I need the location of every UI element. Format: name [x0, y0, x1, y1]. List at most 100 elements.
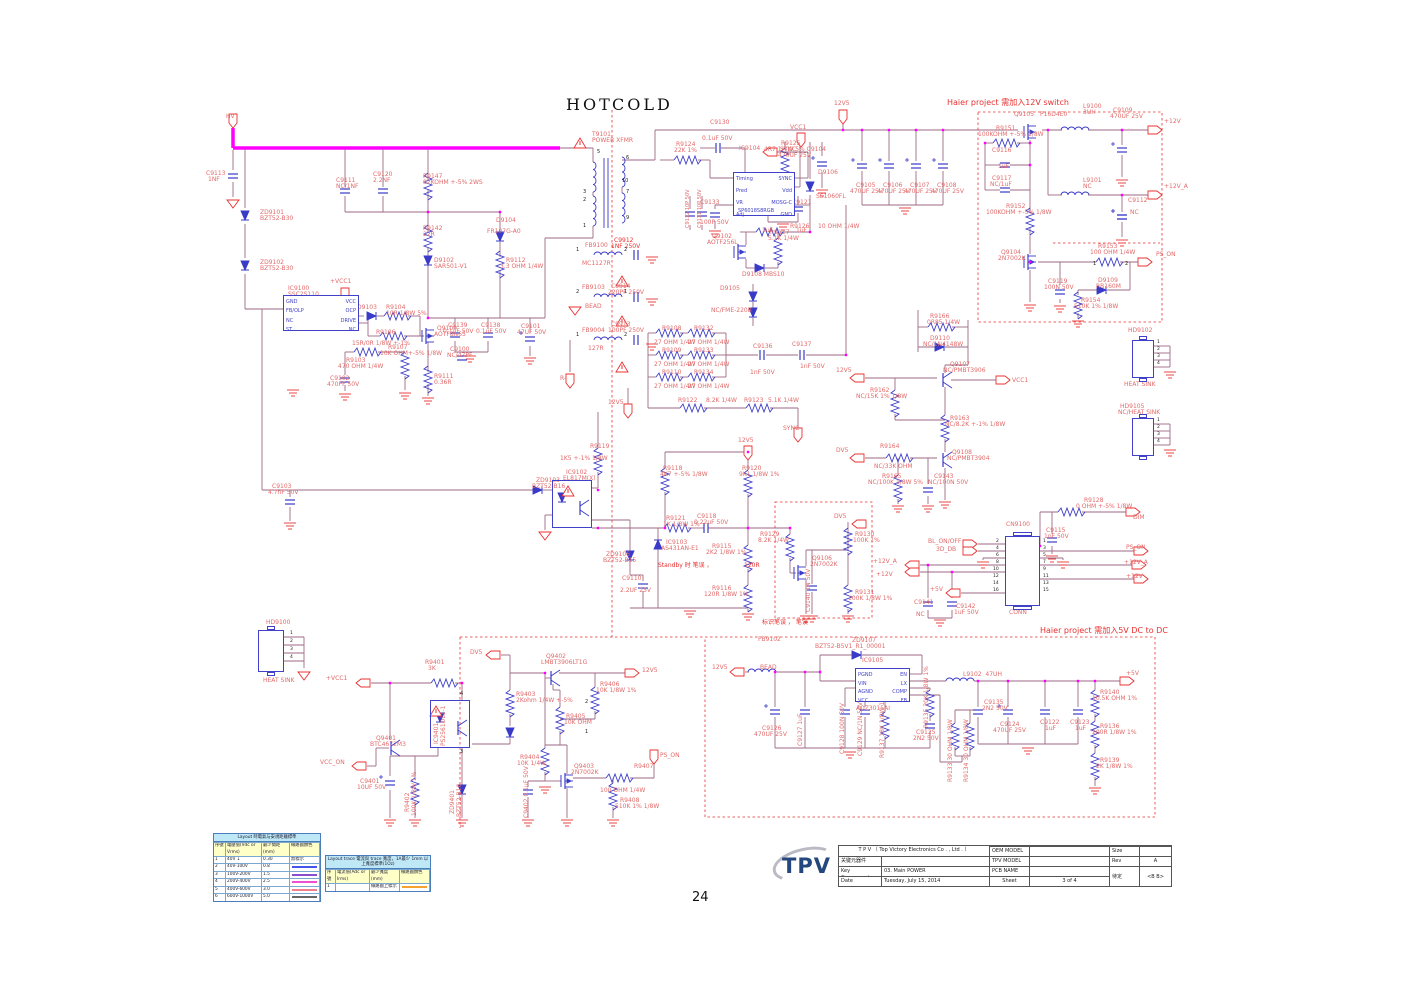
component-label: 470 OHM 1/4W — [338, 363, 384, 370]
inductor-icon — [1060, 126, 1090, 131]
ic-pin-label: VIN — [858, 680, 867, 687]
net-terminal — [623, 403, 633, 419]
key-component-label: Key Component — [839, 866, 881, 876]
component-label: 7 — [1043, 560, 1046, 565]
resistor-icon — [784, 533, 796, 562]
ground-triangle-icon — [226, 199, 240, 209]
table-cell: 1.5 — [262, 871, 290, 879]
component-label: C9138 — [481, 322, 501, 329]
sheet-value: 3 of 4 — [1029, 876, 1109, 886]
component-label: 2N7002K — [998, 255, 1026, 262]
component-label: NC/FME-220B — [711, 307, 752, 314]
table-header: 電壓值(Vdc or Vrms) — [226, 843, 262, 857]
component-label: 10R 1/8W 5% — [386, 310, 427, 317]
component-label: NC/47PF — [447, 352, 473, 359]
component-label: 3 — [460, 749, 464, 755]
component-label: R9405 — [566, 713, 586, 720]
component-label: C9122 — [1040, 719, 1060, 726]
table-cell: 0.30 — [262, 857, 290, 864]
approve-value: <B B> — [1139, 866, 1171, 886]
net-terminal — [228, 113, 238, 129]
junction-dot — [887, 128, 891, 132]
transistor-icon — [579, 509, 590, 517]
transistor-icon — [457, 729, 468, 737]
component-label: 1uF — [998, 163, 1010, 170]
net-terminal — [351, 761, 367, 771]
component-label: 10 — [622, 178, 629, 184]
component-label: 10 OHM 1/4W — [818, 223, 860, 230]
component-label: 1uF — [1075, 725, 1087, 732]
table-cell: 無標示 — [290, 857, 320, 864]
component-label: Q9401 — [376, 735, 396, 742]
component-label: R9123 — [744, 397, 764, 404]
junction-dot — [1046, 128, 1050, 132]
ic-pin-label: Timing — [736, 176, 753, 182]
component-label: C9120 — [373, 171, 393, 178]
component-label: R9119 — [590, 443, 610, 450]
diode-icon — [1096, 285, 1108, 295]
table-header: 最少間距(mm) — [262, 843, 290, 857]
component-label: 1K 1/8W 1% — [663, 521, 700, 528]
pcb-title: 03. Main POWER — [881, 866, 989, 876]
junction-dot — [844, 353, 848, 357]
resistor-icon — [379, 330, 408, 342]
component-label: SAR501-V1 — [434, 263, 468, 270]
component-label: R9153 — [1098, 243, 1118, 250]
component-label: R9108 — [662, 325, 682, 332]
junction-dot — [808, 230, 812, 234]
component-label: ZD9103 — [536, 477, 560, 484]
junction-dot — [746, 526, 750, 530]
component-label: R9133 30 OHM 1/8W — [947, 719, 954, 782]
component-label: R9406 — [600, 681, 620, 688]
component-label: FB9100 — [585, 242, 608, 249]
net-terminal — [649, 749, 659, 765]
component-label: C9119 — [1048, 278, 1068, 285]
component-label: 12V5 — [712, 664, 728, 671]
junction-dot — [343, 146, 347, 150]
component-label: C9106 — [883, 182, 903, 189]
component-label: 120R 1/8W 1% — [704, 591, 749, 598]
table-cell: 40V ↓ — [226, 857, 262, 864]
component-label: AOTF256L — [707, 239, 738, 246]
diode-icon — [495, 231, 505, 243]
component-label: IC9102 — [566, 469, 588, 476]
component-label: 10.5K OHM 1% — [1092, 695, 1138, 702]
component-label: VCC1 — [790, 124, 807, 131]
resistor-icon — [1095, 256, 1124, 268]
component-label: EL817M(X) — [563, 475, 596, 482]
component-label: 0.1uF 50V — [476, 328, 507, 335]
net-terminal — [1119, 676, 1135, 686]
component-label: 4 — [290, 655, 293, 660]
component-label: 27 OHM 1/4W — [688, 383, 730, 390]
component-label: 14 — [993, 581, 999, 586]
component-label: +VCC1 — [326, 675, 348, 682]
resistor-icon — [964, 722, 976, 751]
component-label: R9116 — [712, 585, 732, 592]
component-label: 2 — [624, 332, 628, 338]
ic-part-number: SP6018S8RGB — [738, 208, 775, 214]
net-terminal — [762, 147, 778, 157]
component-label: C9116 — [992, 147, 1012, 154]
component-label: HD9100 — [266, 619, 291, 626]
component-label: R9164 — [880, 443, 900, 450]
component-label: C9126 — [762, 725, 782, 732]
component-label: 200R 1/8W 1% — [1092, 729, 1137, 736]
component-label: Q9107 — [950, 361, 970, 368]
component-label: C9914 — [611, 283, 631, 290]
safety-distance-table: Layout 時電氣与安規距離標準 序號 電壓值(Vdc or Vrms) 最少間距(… — [213, 833, 321, 902]
component-label: BTC4672M3 — [370, 741, 406, 748]
component-label: 1nF 50V — [1044, 533, 1069, 540]
component-label: C9135 — [984, 699, 1004, 706]
component-label: R9129 — [760, 531, 780, 538]
component-label: NC — [916, 611, 925, 618]
component-label: 1 — [1157, 418, 1160, 423]
component-label: R9128 — [1084, 497, 1104, 504]
junction-dot — [460, 681, 464, 685]
component-label: Q9402 — [546, 653, 566, 660]
annotation-text: Haier project 需加入5V DC to DC — [1040, 626, 1168, 635]
ic-pin-label: VR — [736, 200, 743, 206]
component-label: C9112 — [1128, 197, 1148, 204]
component-label: C9131 10P 50V — [697, 189, 703, 228]
diode-icon — [625, 550, 635, 562]
component-label: 9K1 1/8W 1% — [739, 471, 780, 478]
